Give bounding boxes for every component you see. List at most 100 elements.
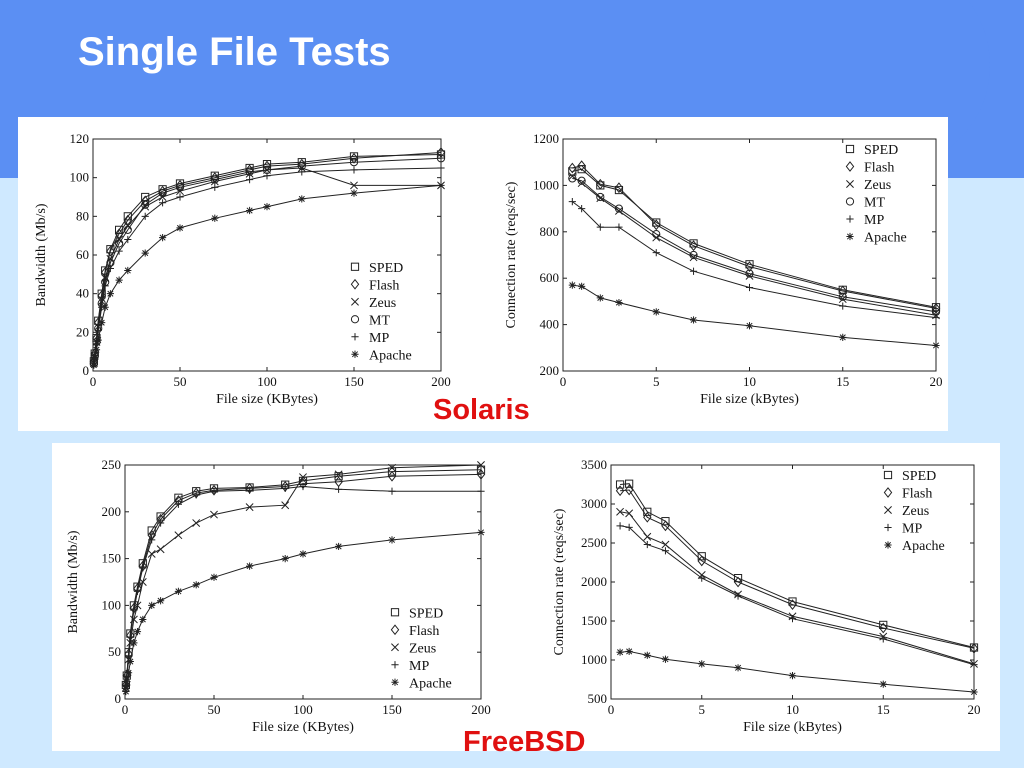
legend-marker [884, 541, 892, 549]
series-line [572, 284, 937, 346]
legend-marker [884, 523, 892, 532]
data-point [263, 203, 271, 211]
y-tick-label: 200 [540, 363, 560, 378]
legend-label: MP [902, 522, 922, 537]
y-tick-label: 200 [102, 504, 122, 519]
legend-label: SPED [902, 469, 936, 484]
legend-label: Flash [902, 487, 932, 502]
data-point [115, 239, 124, 248]
x-tick-label: 200 [471, 702, 491, 717]
data-point [157, 519, 165, 527]
y-tick-label: 100 [102, 597, 122, 612]
y-axis-label: Connection rate (reqs/sec) [504, 181, 519, 328]
data-point [838, 292, 847, 301]
data-point [616, 648, 624, 656]
y-tick-label: 800 [540, 224, 560, 239]
y-tick-label: 120 [70, 131, 90, 146]
y-tick-label: 1000 [533, 177, 559, 192]
data-point [246, 486, 254, 494]
data-point [596, 192, 605, 202]
freebsd-connection-chart: 0 5 10 15 20 500 1000 1500 2000 2500 3000 3500 File … [552, 457, 981, 735]
data-point [245, 503, 254, 512]
data-point [209, 484, 219, 496]
data-point [568, 198, 576, 206]
legend-marker [884, 506, 892, 514]
data-point [174, 531, 183, 540]
data-point [615, 485, 625, 497]
legend-label: Flash [409, 624, 439, 639]
y-tick-label: 40 [76, 286, 89, 301]
series-line [620, 650, 975, 693]
legend-marker [845, 161, 855, 172]
data-point [625, 647, 633, 656]
y-axis-label: Bandwidth (Mb/s) [66, 530, 81, 633]
x-tick-label: 20 [930, 374, 943, 389]
legend-marker [390, 608, 400, 617]
data-point [175, 179, 185, 191]
legend-label: Flash [864, 161, 894, 176]
legend: SPED Flash Zeus MP Apache [883, 469, 945, 554]
freebsd-panel: 0 50 100 150 200 0 50 100 150 200 250 File size (KB… [52, 443, 1000, 751]
data-point [158, 189, 167, 198]
data-point [245, 164, 254, 176]
data-point [263, 172, 271, 180]
data-point [477, 487, 485, 495]
data-point [192, 581, 200, 589]
data-point [210, 573, 218, 581]
page-title: Single File Tests [78, 30, 391, 74]
data-point [141, 249, 149, 257]
data-point [436, 147, 446, 158]
legend-label: Apache [902, 539, 945, 554]
series-line [572, 165, 937, 309]
data-point [614, 206, 623, 215]
data-point [596, 223, 604, 231]
legend-label: Zeus [902, 504, 929, 519]
data-point [616, 522, 624, 530]
data-point [133, 628, 142, 636]
data-point [98, 319, 106, 327]
data-point [130, 639, 138, 647]
y-tick-label: 150 [102, 551, 122, 566]
legend-label: MT [369, 313, 390, 328]
data-point [123, 214, 133, 226]
x-tick-label: 150 [344, 374, 364, 389]
data-point [106, 264, 114, 273]
data-point [122, 687, 130, 696]
data-point [734, 664, 742, 672]
series-apache [90, 181, 445, 369]
y-tick-label: 500 [588, 691, 608, 706]
y-tick-label: 2500 [581, 535, 607, 550]
data-point [246, 206, 254, 215]
legend-label: Zeus [864, 178, 891, 193]
x-tick-label: 0 [560, 374, 567, 389]
data-point [141, 200, 150, 209]
data-point [624, 484, 634, 496]
legend-label: MT [864, 196, 885, 211]
data-point [106, 290, 114, 298]
legend-label: Apache [864, 231, 907, 246]
legend-label: SPED [369, 261, 403, 276]
y-tick-label: 1000 [581, 652, 607, 667]
data-point [156, 545, 165, 554]
data-point [350, 181, 358, 190]
data-point [106, 245, 115, 257]
data-point [614, 182, 624, 194]
data-point [281, 501, 290, 510]
data-point [262, 160, 272, 169]
data-point [349, 152, 359, 164]
data-point [281, 484, 289, 492]
x-tick-label: 5 [699, 702, 706, 717]
freebsd-label: FreeBSD [463, 726, 586, 758]
data-point [689, 316, 698, 324]
data-point [661, 547, 670, 555]
data-point [436, 154, 446, 163]
series-line [572, 177, 937, 313]
series-apache [616, 647, 978, 696]
data-point [697, 552, 706, 561]
data-point [158, 185, 167, 197]
data-point [745, 261, 754, 273]
data-point [615, 298, 623, 307]
data-point [689, 240, 698, 252]
y-tick-label: 400 [540, 317, 560, 332]
data-point [157, 597, 165, 605]
